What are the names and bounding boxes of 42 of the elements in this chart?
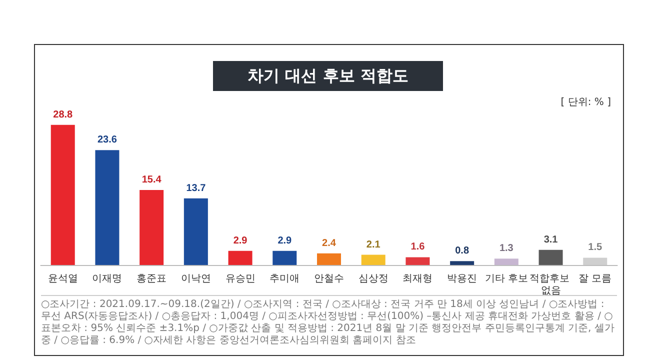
text: ○조사기간 : 2021.09.17.~09.18.(2일간) / ○조사지역 : 전국 / ○조사대상 : 전국 거주 만 18세 이상 성인남녀 / ○조사방법 : 무선 ARS(자동응답조사) / ○총응답자 : 1,004명 / ○피조사자선정방법 : 무선(100%) –통신사 제공 휴대전화 가상번호 활용 / ○표본오차 : 95% 신뢰수준 ±3.1%p / ○가중값 산출 및 적용방법 : 2021년 8월 말 기준 행정안전부 주민등록인구통계 기준, 셀가중 / ○응답률 : 6.9% / ○자세한 사항은 중앙선거여론조사심의위원회 홈페이지 참조	[41, 295, 617, 347]
bar	[538, 250, 563, 265]
data-label: 1.5	[588, 242, 603, 254]
bar	[228, 250, 252, 265]
chart-title: 차기 대선 후보 적합도	[213, 61, 443, 91]
x-tick-label: 최재형	[402, 274, 433, 284]
bar	[95, 150, 120, 265]
data-label: 13.7	[186, 182, 206, 194]
x-tick-label: 이재명	[92, 274, 122, 284]
x-tick-label: 심상정	[358, 274, 388, 284]
data-label: 23.6	[97, 134, 118, 146]
bar	[406, 257, 430, 265]
data-label: 28.8	[53, 109, 74, 120]
bar	[583, 258, 608, 265]
x-tick-label: 윤석열	[48, 274, 78, 284]
x-tick-label: 적합후보 없음	[529, 274, 572, 296]
data-label: 1.6	[410, 242, 426, 253]
x-tick-label: 홍준표	[136, 274, 167, 284]
x-tick-label: 이낙연	[180, 274, 211, 284]
x-tick-label: 추미애	[270, 274, 300, 284]
bar	[184, 198, 208, 265]
bar	[140, 190, 164, 265]
data-label: 2.9	[278, 235, 292, 246]
data-label: 15.4	[142, 174, 162, 186]
bar	[50, 124, 75, 265]
x-tick-label: 유승민	[225, 274, 256, 284]
data-label: 2.9	[233, 235, 248, 246]
data-label: 1.3	[499, 243, 514, 254]
x-tick-label: 안철수	[314, 274, 344, 284]
bar	[450, 261, 474, 265]
bar	[272, 250, 297, 265]
x-tick-label: 박용진	[447, 274, 478, 284]
bar	[317, 253, 341, 265]
data-label: 2.4	[322, 238, 336, 249]
data-label: 0.8	[455, 246, 470, 257]
x-tick-label: 기타 후보	[485, 274, 528, 284]
data-label: 2.1	[366, 239, 381, 250]
bar	[361, 254, 386, 265]
bar	[494, 258, 518, 265]
x-tick-label: 잘 모름	[578, 274, 612, 284]
data-label: 3.1	[544, 234, 558, 246]
text: [ 단위: % ]	[560, 96, 611, 109]
